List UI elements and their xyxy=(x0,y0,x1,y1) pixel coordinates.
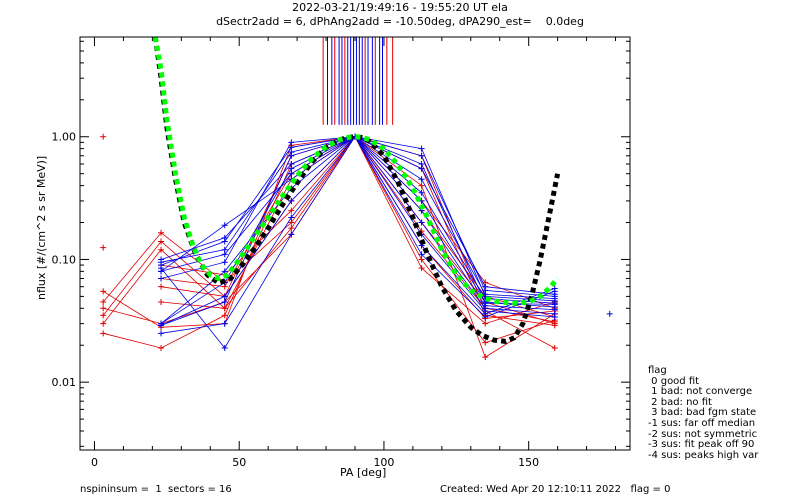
red-isolated-point xyxy=(100,244,107,251)
red-series-point xyxy=(100,330,107,337)
blue-series-point xyxy=(158,330,165,337)
blue-series-point xyxy=(221,222,228,229)
red-series-point xyxy=(551,320,558,327)
red-series-point xyxy=(288,219,295,226)
blue-series-point xyxy=(482,313,489,320)
legend-item: -1 sus: far off median xyxy=(648,417,756,429)
red-series-point xyxy=(100,305,107,312)
red-series-point xyxy=(418,182,425,189)
blue-series-point xyxy=(288,231,295,238)
red-series-point xyxy=(100,320,107,327)
blue-series-point xyxy=(221,344,228,351)
red-isolated-point xyxy=(100,133,107,140)
legend-item: -2 sus: not symmetric xyxy=(648,428,758,440)
blue-series-point xyxy=(221,238,228,245)
legend-item: -3 sus: fit peak off 90 xyxy=(648,439,755,451)
blue-series-point xyxy=(418,251,425,258)
blue-series-point xyxy=(418,219,425,226)
blue-series-point xyxy=(551,301,558,308)
blue-series-point xyxy=(418,176,425,183)
legend-item: 3 bad: bad fgm state xyxy=(648,407,757,419)
x-axis-label: PA [deg] xyxy=(340,466,387,479)
blue-series-point xyxy=(551,313,558,320)
legend-item: -4 sus: peaks high var xyxy=(648,449,759,461)
red-series-point xyxy=(551,344,558,351)
blue-series-point xyxy=(418,189,425,196)
blue-series-point xyxy=(482,293,489,300)
x-tick-label: 50 xyxy=(232,456,246,469)
fit-curves xyxy=(152,36,561,344)
legend-item: 0 good fit xyxy=(648,375,700,387)
blue-series-point xyxy=(288,197,295,204)
blue-series-point xyxy=(158,268,165,275)
red-series-line xyxy=(161,136,555,325)
red-series-point xyxy=(288,207,295,214)
red-series-point xyxy=(158,344,165,351)
blue-series-point xyxy=(288,152,295,159)
blue-series-point xyxy=(221,320,228,327)
blue-series-point xyxy=(482,300,489,307)
legend-title: flag xyxy=(648,365,667,376)
blue-series-point xyxy=(221,259,228,266)
data-lines xyxy=(100,133,613,361)
red-series-point xyxy=(221,312,228,319)
blue-series-point xyxy=(158,275,165,282)
red-series-point xyxy=(158,299,165,306)
red-series-point xyxy=(482,320,489,327)
chart-subtitle: dSectr2add = 6, dPhAng2add = -10.50deg, … xyxy=(216,15,584,28)
blue-series-point xyxy=(482,287,489,294)
y-tick-label: 0.10 xyxy=(52,253,77,266)
red-series-point xyxy=(158,238,165,245)
red-series-point xyxy=(482,354,489,361)
legend-item: 2 bad: no fit xyxy=(648,396,712,408)
red-series-point xyxy=(158,246,165,253)
blue-series-point xyxy=(551,288,558,295)
blue-series-point xyxy=(221,251,228,258)
legend-item: 1 bad: not converge xyxy=(648,386,753,398)
red-series-point xyxy=(482,339,489,346)
blue-series-point xyxy=(288,170,295,177)
blue-series-point xyxy=(158,322,165,329)
blue-series-point xyxy=(288,214,295,221)
red-series-point xyxy=(418,256,425,263)
vertical-marker-lines xyxy=(322,37,394,125)
blue-series-point xyxy=(158,262,165,269)
x-tick-label: 0 xyxy=(91,456,98,469)
blue-series-line xyxy=(160,136,555,295)
blue-series-line xyxy=(161,136,555,304)
blue-series-point xyxy=(221,293,228,300)
blue-series-point xyxy=(288,144,295,151)
footer-right: Created: Wed Apr 20 12:10:11 2022 flag =… xyxy=(440,484,671,495)
red-series-point xyxy=(100,299,107,306)
blue-series-point xyxy=(418,152,425,159)
red-series-point xyxy=(100,288,107,295)
red-series-point xyxy=(158,283,165,290)
red-series-point xyxy=(418,265,425,272)
red-series-point xyxy=(288,225,295,232)
blue-series-line xyxy=(160,136,555,302)
red-series-point xyxy=(221,305,228,312)
fit-curve-green xyxy=(152,36,560,306)
plot-frame xyxy=(79,36,631,451)
blue-series-point xyxy=(418,145,425,152)
x-tick-label: 150 xyxy=(518,456,539,469)
y-tick-label: 1.00 xyxy=(52,131,77,144)
footer-left: nspininsum = 1 sectors = 16 xyxy=(80,484,232,495)
red-series-line xyxy=(161,136,555,349)
x-tick-label: 100 xyxy=(373,456,394,469)
red-series-point xyxy=(158,229,165,236)
y-tick-label: 0.01 xyxy=(52,376,77,389)
chart-title: 2022-03-21/19:49:16 - 19:55:20 UT ela xyxy=(292,1,508,14)
blue-series-point xyxy=(418,160,425,167)
y-axis-label: nflux [#/(cm^2 s sr MeV)] xyxy=(35,155,48,300)
flag-legend: flag 0 good fit 1 bad: not converge 2 ba… xyxy=(648,365,759,461)
red-series-point xyxy=(100,312,107,319)
blue-series-point xyxy=(221,299,228,306)
blue-series-point xyxy=(288,165,295,172)
axes: 0 50 100 150 0.01 0.10 1.00 xyxy=(52,36,631,469)
blue-isolated-point xyxy=(606,310,613,317)
